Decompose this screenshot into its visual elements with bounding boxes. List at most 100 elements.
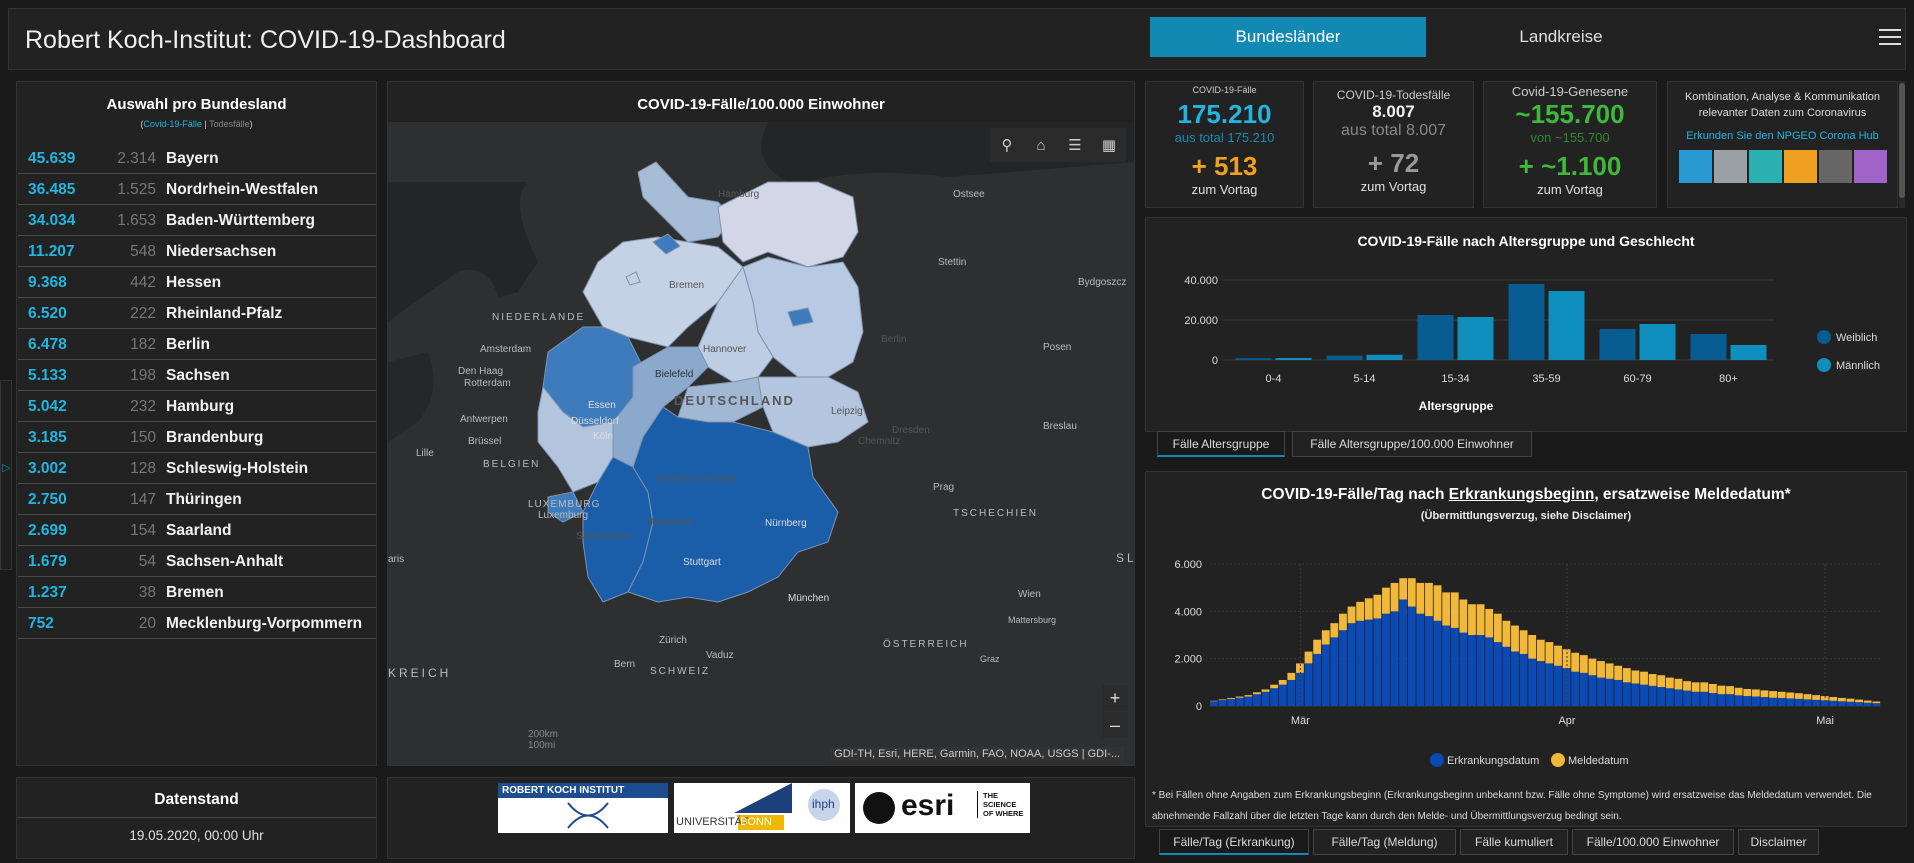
bar-meldedatum[interactable]	[1769, 691, 1777, 698]
bar-erkrankungsdatum[interactable]	[1536, 661, 1545, 706]
bar-erkrankungsdatum[interactable]	[1278, 684, 1287, 706]
stairs-icon[interactable]	[1783, 150, 1817, 183]
bar-erkrankungsdatum[interactable]	[1829, 700, 1838, 706]
map-attribution[interactable]: GDI-TH, Esri, HERE, Garmin, FAO, NOAA, U…	[830, 747, 1124, 761]
bar-meldedatum[interactable]	[1390, 582, 1399, 612]
bar-erkrankungsdatum[interactable]	[1622, 682, 1631, 706]
tab-age_tabs-0[interactable]: Fälle Altersgruppe	[1157, 431, 1285, 457]
legend-label[interactable]: Weiblich	[1836, 332, 1877, 344]
epi-title-link[interactable]: Erkrankungsbeginn	[1448, 486, 1595, 503]
bar-erkrankungsdatum[interactable]	[1382, 613, 1390, 706]
bar-erkrankungsdatum[interactable]	[1511, 651, 1519, 706]
legend-list-icon[interactable]: ☰	[1068, 137, 1082, 154]
car-icon[interactable]	[1818, 150, 1852, 183]
state-schleswig-holstein[interactable]	[637, 161, 734, 243]
bar-meldedatum[interactable]	[1588, 658, 1597, 676]
bar-meldedatum[interactable]	[1648, 674, 1657, 686]
bar-meldedatum[interactable]	[1631, 670, 1640, 684]
subtitle-cases[interactable]: Covid-19-Fälle	[143, 119, 202, 129]
bar-weiblich[interactable]	[1599, 329, 1636, 360]
state-row[interactable]: 6.478 182 Berlin	[18, 330, 376, 360]
rki-logo[interactable]: ROBERT KOCH INSTITUT	[498, 783, 668, 833]
kpi-cases-card[interactable]: COVID-19-Fälle 175.210 aus total 175.210…	[1145, 81, 1304, 208]
state-sachsen[interactable]	[757, 376, 869, 448]
tab-bundeslaender[interactable]: Bundesländer	[1150, 17, 1426, 57]
bar-erkrankungsdatum[interactable]	[1390, 611, 1399, 706]
state-row[interactable]: 2.699 154 Saarland	[18, 516, 376, 546]
bar-erkrankungsdatum[interactable]	[1769, 697, 1777, 706]
kpi-deaths-card[interactable]: COVID-19-Todesfälle 8.007 aus total 8.00…	[1313, 81, 1474, 208]
bar-meldedatum[interactable]	[1812, 695, 1820, 700]
bar-meldedatum[interactable]	[1579, 655, 1588, 673]
state-row[interactable]: 5.042 232 Hamburg	[18, 392, 376, 422]
bar-meldedatum[interactable]	[1829, 697, 1838, 701]
bar-erkrankungsdatum[interactable]	[1674, 689, 1683, 706]
state-mecklenburg-vorpommern[interactable]	[717, 181, 859, 268]
bar-erkrankungsdatum[interactable]	[1493, 642, 1502, 706]
state-row[interactable]: 36.485 1.525 Nordrhein-Westfalen	[18, 175, 376, 205]
bar-meldedatum[interactable]	[1872, 701, 1881, 704]
bar-meldedatum[interactable]	[1399, 578, 1408, 600]
bar-meldedatum[interactable]	[1700, 682, 1709, 692]
bar-meldedatum[interactable]	[1493, 613, 1502, 643]
bar-erkrankungsdatum[interactable]	[1407, 606, 1416, 706]
bar-erkrankungsdatum[interactable]	[1450, 627, 1459, 706]
bar-meldedatum[interactable]	[1433, 585, 1442, 621]
bar-meldedatum[interactable]	[1622, 668, 1631, 683]
bar-erkrankungsdatum[interactable]	[1562, 668, 1571, 706]
basemap-gallery-icon[interactable]: ▦	[1101, 137, 1117, 154]
bar-meldedatum[interactable]	[1459, 599, 1468, 633]
bar-weiblich[interactable]	[1508, 284, 1545, 360]
kpi-recovered-card[interactable]: Covid-19-Genesene ~155.700 von ~155.700 …	[1483, 81, 1657, 208]
map-pin-icon[interactable]	[1713, 150, 1747, 183]
bar-meldedatum[interactable]	[1794, 693, 1803, 699]
bar-erkrankungsdatum[interactable]	[1657, 687, 1666, 706]
bar-erkrankungsdatum[interactable]	[1304, 663, 1313, 706]
side-collapse-tab[interactable]: ▷	[0, 380, 12, 570]
bar-meldedatum[interactable]	[1786, 692, 1795, 699]
bar-erkrankungsdatum[interactable]	[1708, 692, 1717, 706]
bar-meldedatum[interactable]	[1485, 608, 1494, 638]
bar-meldedatum[interactable]	[1227, 697, 1236, 699]
bar-meldedatum[interactable]	[1657, 675, 1666, 688]
bar-meldedatum[interactable]	[1330, 623, 1339, 638]
bar-erkrankungsdatum[interactable]	[1665, 688, 1674, 706]
bar-meldedatum[interactable]	[1425, 582, 1433, 617]
bar-meldedatum[interactable]	[1734, 687, 1743, 696]
bar-erkrankungsdatum[interactable]	[1803, 699, 1812, 706]
bar-erkrankungsdatum[interactable]	[1760, 697, 1769, 706]
bar-männlich[interactable]	[1275, 358, 1312, 360]
scrollbar[interactable]	[1899, 81, 1905, 208]
state-bremen[interactable]	[625, 271, 641, 286]
bar-meldedatum[interactable]	[1416, 582, 1425, 614]
bar-erkrankungsdatum[interactable]	[1528, 658, 1537, 706]
bar-erkrankungsdatum[interactable]	[1399, 599, 1408, 707]
bar-meldedatum[interactable]	[1708, 683, 1717, 693]
esri-logo[interactable]: esri THE SCIENCE OF WHERE	[855, 783, 1030, 833]
bar-erkrankungsdatum[interactable]	[1648, 685, 1657, 706]
bar-erkrankungsdatum[interactable]	[1244, 696, 1253, 706]
bar-erkrankungsdatum[interactable]	[1631, 683, 1640, 706]
bar-erkrankungsdatum[interactable]	[1253, 694, 1261, 706]
bar-erkrankungsdatum[interactable]	[1683, 690, 1691, 706]
legend-label[interactable]: Meldedatum	[1568, 755, 1629, 767]
subtitle-deaths[interactable]: Todesfälle	[209, 119, 250, 129]
bar-erkrankungsdatum[interactable]	[1433, 620, 1442, 706]
bar-meldedatum[interactable]	[1846, 698, 1855, 702]
bar-meldedatum[interactable]	[1278, 679, 1287, 685]
bar-meldedatum[interactable]	[1287, 672, 1296, 680]
bar-erkrankungsdatum[interactable]	[1837, 701, 1846, 706]
bar-männlich[interactable]	[1366, 354, 1403, 360]
state-row[interactable]: 752 20 Mecklenburg-Vorpommern	[18, 609, 376, 639]
bar-meldedatum[interactable]	[1536, 639, 1545, 662]
bar-meldedatum[interactable]	[1304, 651, 1313, 664]
bar-meldedatum[interactable]	[1571, 652, 1580, 672]
bar-erkrankungsdatum[interactable]	[1751, 696, 1760, 706]
bar-meldedatum[interactable]	[1665, 677, 1674, 689]
bar-erkrankungsdatum[interactable]	[1579, 672, 1588, 706]
bar-meldedatum[interactable]	[1356, 601, 1365, 621]
legend-label[interactable]: Männlich	[1836, 360, 1880, 372]
uni-bonn-logo[interactable]: UNIVERSITÄT BONN ihph	[674, 783, 850, 833]
tab-epi_tabs-1[interactable]: Fälle/Tag (Meldung)	[1313, 829, 1456, 855]
bar-erkrankungsdatum[interactable]	[1373, 618, 1382, 706]
